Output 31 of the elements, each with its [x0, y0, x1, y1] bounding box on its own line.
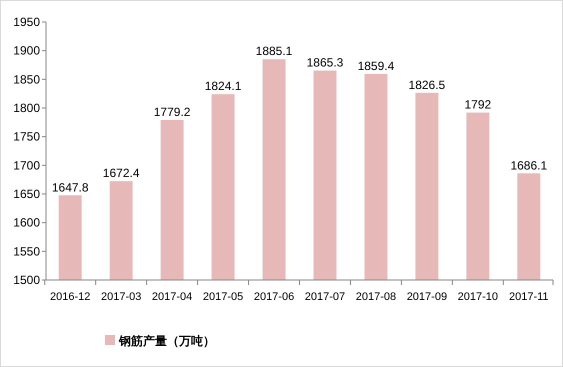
x-tick-label: 2017-04: [152, 291, 192, 303]
data-label: 1647.8: [52, 180, 89, 194]
data-label: 1686.1: [510, 158, 548, 172]
y-tick-label: 1950: [13, 15, 40, 29]
data-label: 1826.5: [408, 78, 446, 92]
legend-label: 钢筋产量（万吨）: [118, 334, 215, 348]
y-tick-label: 1900: [13, 44, 40, 58]
x-tick-label: 2017-11: [509, 291, 549, 303]
x-tick-label: 2017-06: [254, 291, 294, 303]
x-tick-label: 2017-08: [356, 291, 396, 303]
y-tick-label: 1500: [13, 273, 40, 287]
data-label: 1824.1: [204, 79, 242, 94]
x-tick-label: 2017-05: [202, 291, 244, 303]
x-tick-label: 2017-03: [100, 291, 142, 303]
y-tick-label: 1600: [13, 216, 40, 230]
y-tick-label: 1750: [13, 130, 40, 144]
data-label: 1779.2: [154, 104, 191, 119]
x-tick-label: 2016-12: [50, 291, 90, 303]
data-label: 1792: [464, 98, 492, 112]
y-tick-label: 1700: [13, 158, 40, 172]
y-tick-label: 1850: [13, 72, 40, 86]
x-tick-label: 2017-09: [406, 291, 448, 303]
x-tick-label: 2017-10: [458, 291, 498, 303]
y-tick-label: 1550: [13, 244, 40, 258]
x-tick-label: 2017-07: [304, 291, 346, 303]
data-label: 1865.3: [306, 56, 344, 70]
y-tick-label: 1650: [13, 187, 40, 201]
y-tick-label: 1800: [13, 101, 40, 115]
data-label: 1885.1: [256, 44, 293, 58]
data-label: 1859.4: [358, 58, 395, 73]
data-label: 1672.4: [102, 166, 140, 180]
